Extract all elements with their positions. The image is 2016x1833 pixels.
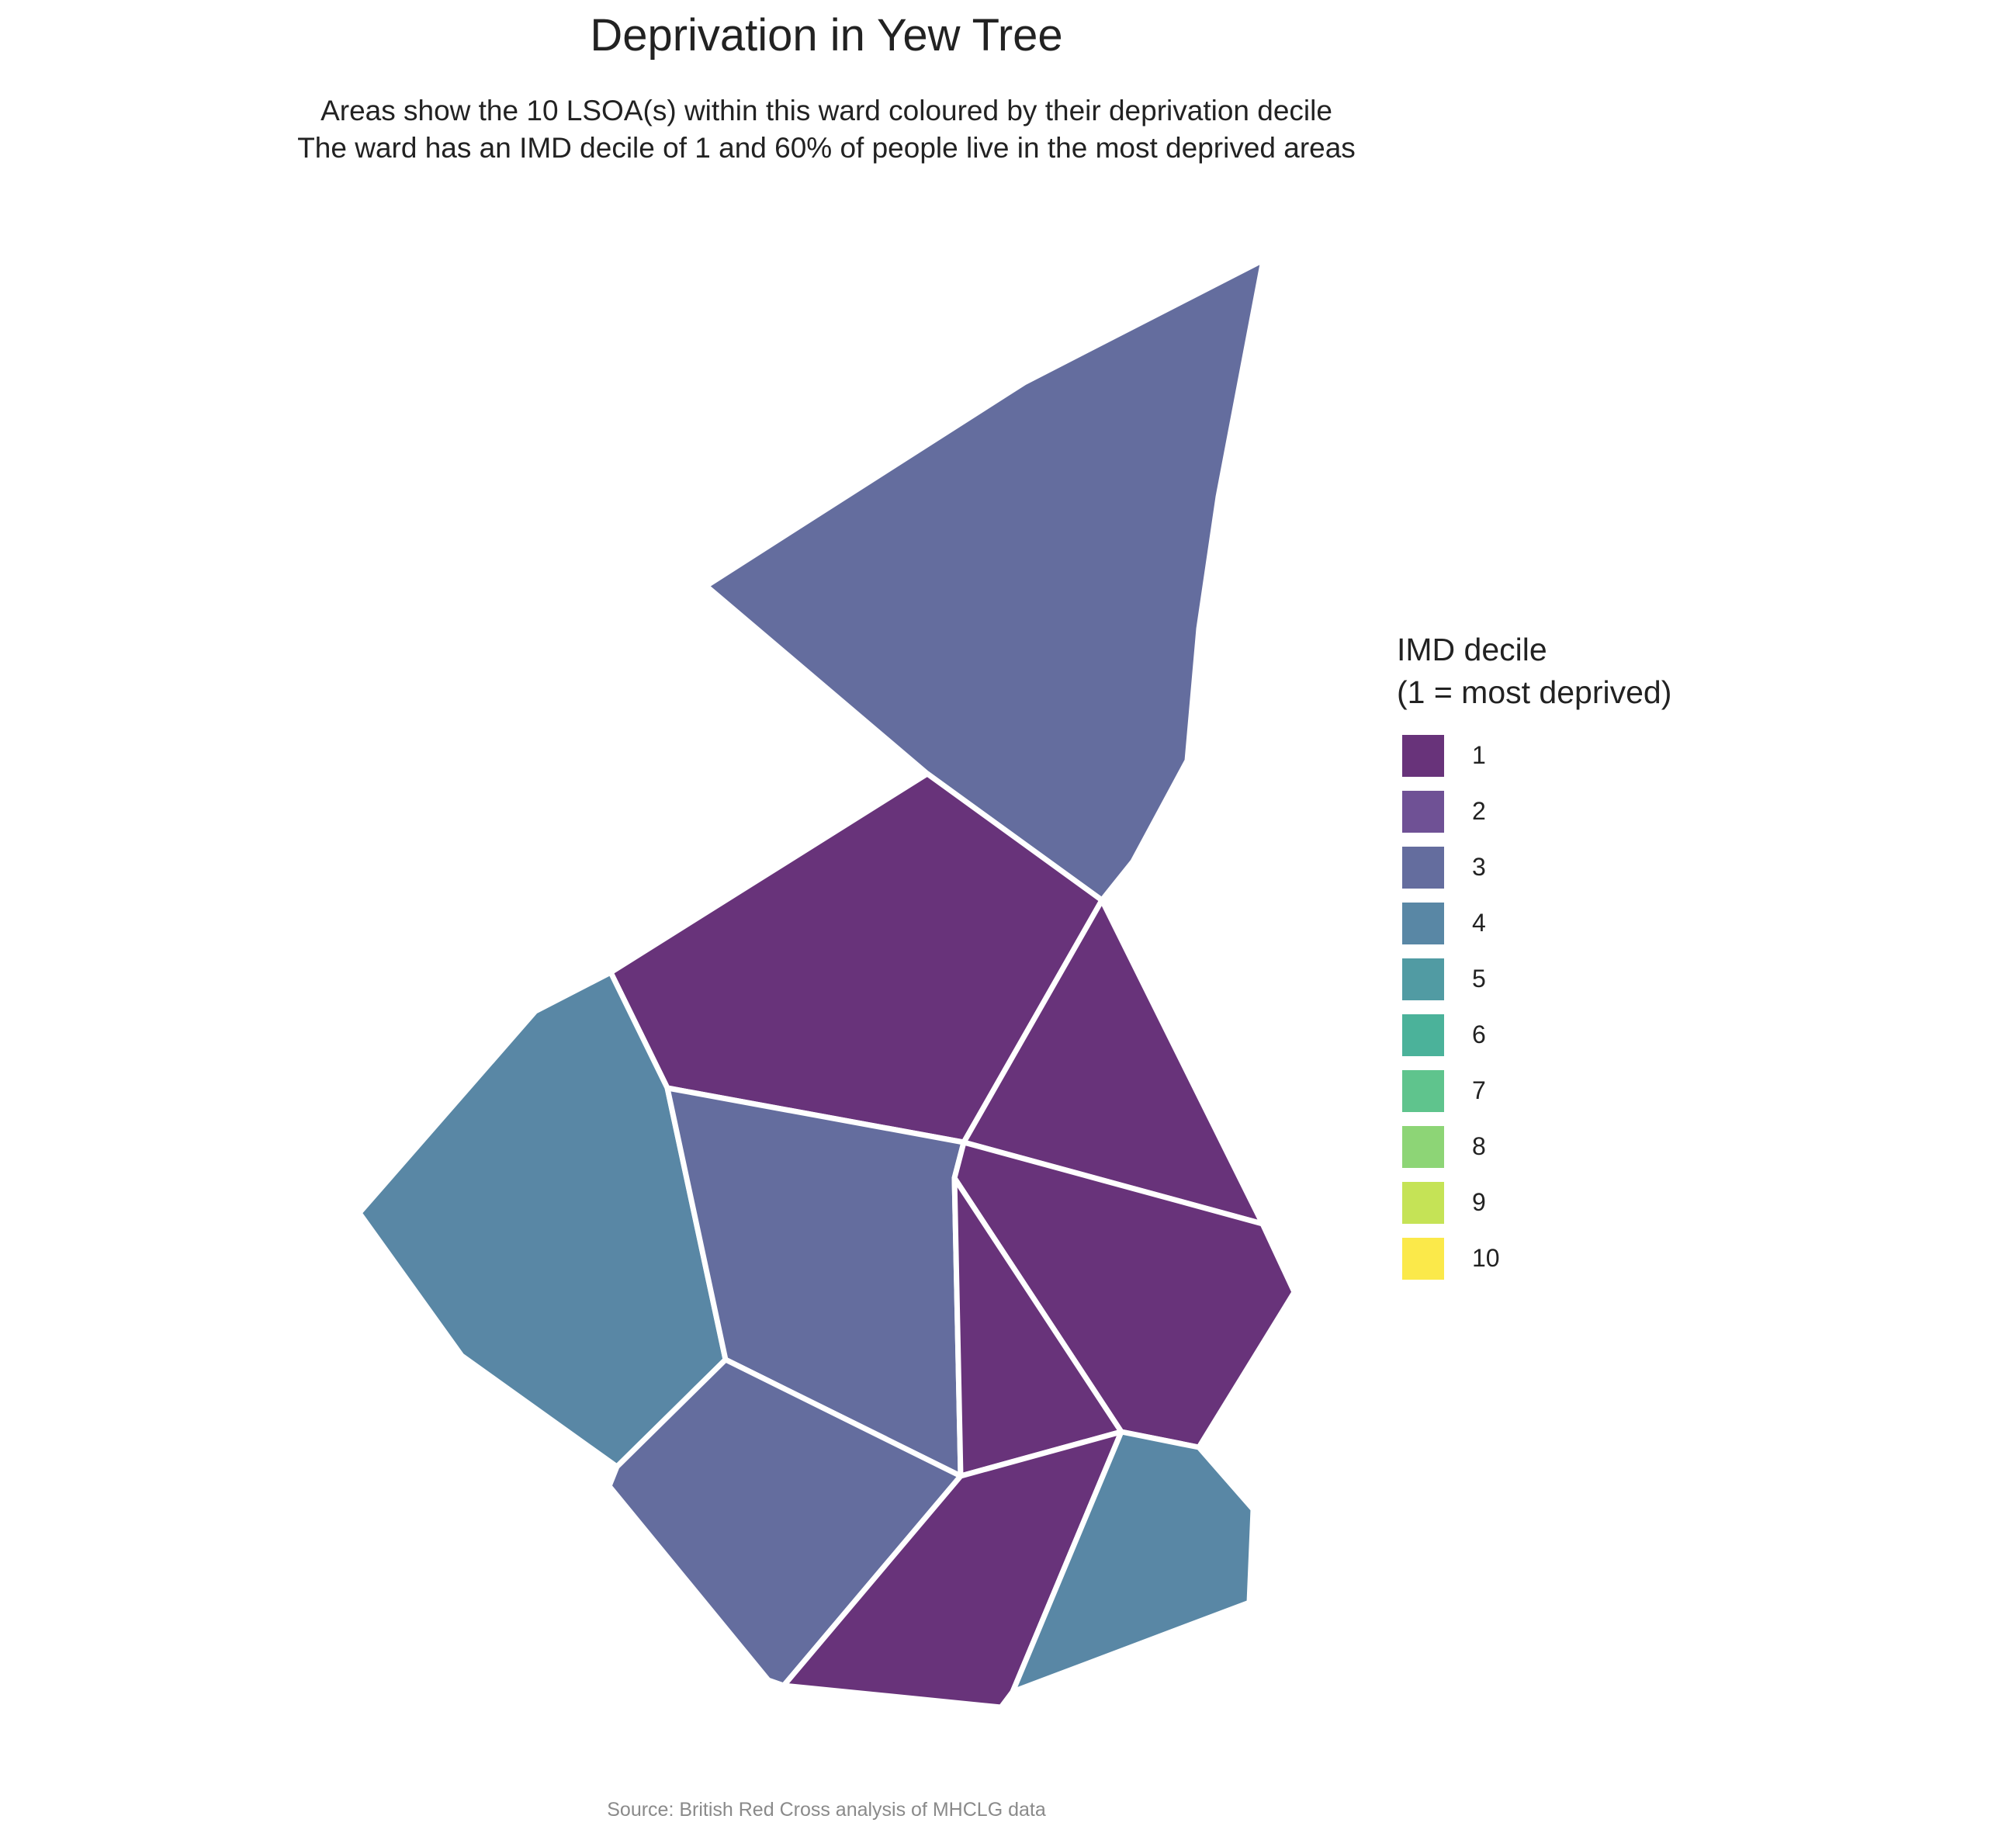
legend-title-line-2: (1 = most deprived) bbox=[1397, 674, 1672, 710]
legend-swatch-8 bbox=[1402, 1126, 1444, 1168]
legend-label-3: 3 bbox=[1472, 853, 1486, 881]
legend-swatch-4 bbox=[1402, 903, 1444, 944]
legend-swatch-9 bbox=[1402, 1182, 1444, 1224]
legend-label-9: 9 bbox=[1472, 1188, 1486, 1216]
map-title: Deprivation in Yew Tree bbox=[590, 10, 1063, 61]
legend-label-4: 4 bbox=[1472, 909, 1486, 937]
legend-label-10: 10 bbox=[1472, 1244, 1500, 1272]
legend-label-1: 1 bbox=[1472, 741, 1486, 769]
map-subtitle-line-1: Areas show the 10 LSOA(s) within this wa… bbox=[320, 95, 1332, 126]
legend-swatch-2 bbox=[1402, 791, 1444, 833]
lsoa-area-south[interactable] bbox=[781, 1429, 1124, 1710]
legend-title: IMD decile (1 = most deprived) bbox=[1397, 629, 1671, 714]
legend-swatch-3 bbox=[1402, 847, 1444, 889]
legend-swatch-10 bbox=[1402, 1238, 1444, 1280]
map-subtitle-line-2: The ward has an IMD decile of 1 and 60% … bbox=[297, 132, 1356, 164]
lsoa-area-north[interactable] bbox=[703, 257, 1266, 903]
legend-label-2: 2 bbox=[1472, 797, 1486, 825]
legend-label-8: 8 bbox=[1472, 1132, 1486, 1160]
lsoa-area-south-east[interactable] bbox=[1010, 1429, 1256, 1695]
legend-label-7: 7 bbox=[1472, 1076, 1486, 1104]
legend-label-6: 6 bbox=[1472, 1020, 1486, 1048]
legend-swatch-6 bbox=[1402, 1014, 1444, 1056]
legend-swatch-7 bbox=[1402, 1070, 1444, 1112]
legend-title-line-1: IMD decile bbox=[1397, 632, 1547, 667]
source-caption: Source: British Red Cross analysis of MH… bbox=[607, 1799, 1046, 1821]
legend-swatch-5 bbox=[1402, 958, 1444, 1000]
legend-swatch-1 bbox=[1402, 735, 1444, 777]
legend-label-5: 5 bbox=[1472, 965, 1486, 993]
